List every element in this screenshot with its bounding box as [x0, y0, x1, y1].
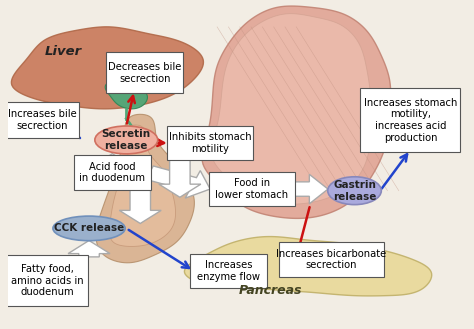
Polygon shape	[184, 237, 432, 296]
Text: Fatty food,
amino acids in
duodenum: Fatty food, amino acids in duodenum	[11, 264, 83, 297]
FancyBboxPatch shape	[6, 102, 79, 138]
FancyBboxPatch shape	[6, 255, 88, 306]
Ellipse shape	[95, 126, 158, 154]
Text: Inhibits stomach
motility: Inhibits stomach motility	[169, 132, 251, 154]
Text: Pancreas: Pancreas	[239, 284, 302, 297]
Text: Increases bicarbonate
secrection: Increases bicarbonate secrection	[276, 249, 386, 270]
FancyBboxPatch shape	[191, 254, 267, 288]
FancyBboxPatch shape	[279, 242, 383, 277]
Polygon shape	[105, 78, 147, 109]
Text: Increases bile
secrection: Increases bile secrection	[8, 110, 77, 131]
Polygon shape	[202, 6, 391, 218]
Polygon shape	[211, 14, 371, 204]
Polygon shape	[159, 138, 201, 197]
Text: Increases stomach
motility,
increases acid
production: Increases stomach motility, increases ac…	[364, 98, 457, 143]
Text: Gastrin
release: Gastrin release	[333, 180, 376, 201]
Text: CCK release: CCK release	[54, 223, 124, 233]
Text: Liver: Liver	[45, 45, 82, 58]
Text: Increases
enzyme flow: Increases enzyme flow	[197, 260, 260, 282]
Polygon shape	[119, 171, 161, 223]
FancyBboxPatch shape	[107, 52, 183, 93]
Polygon shape	[294, 174, 328, 204]
Polygon shape	[146, 166, 210, 198]
Ellipse shape	[53, 216, 125, 241]
FancyBboxPatch shape	[209, 172, 295, 206]
Text: Acid food
in duodenum: Acid food in duodenum	[79, 162, 146, 184]
Text: Decreases bile
secrection: Decreases bile secrection	[108, 62, 182, 84]
Polygon shape	[68, 240, 110, 257]
Text: Food in
lower stomach: Food in lower stomach	[216, 178, 289, 200]
FancyBboxPatch shape	[360, 88, 461, 152]
FancyBboxPatch shape	[167, 126, 253, 161]
Polygon shape	[91, 154, 133, 188]
Ellipse shape	[328, 177, 381, 205]
FancyBboxPatch shape	[74, 156, 151, 190]
Polygon shape	[11, 27, 203, 109]
Polygon shape	[96, 114, 194, 263]
Polygon shape	[109, 125, 175, 246]
Text: Secretin
release: Secretin release	[102, 129, 151, 151]
